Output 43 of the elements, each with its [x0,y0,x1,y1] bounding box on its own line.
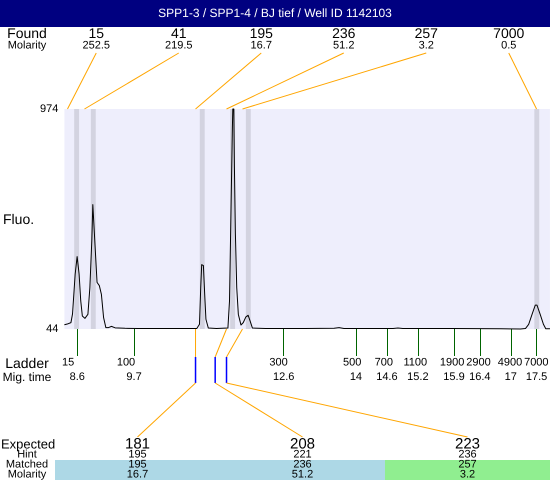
text: 1100 [404,356,428,370]
text: 300 [269,356,288,370]
text: 257 [458,458,477,470]
text: 15 [62,356,74,370]
text: 1900 [440,356,464,370]
x-tick-label: 15.2 [407,371,429,383]
y-tick-label: 44 [46,323,58,335]
band-label: 15 252.5 [82,25,110,52]
band-label: 7000 0.5 [493,25,524,52]
y-tick-label: 974 [40,103,58,115]
text: 500 [343,356,362,370]
chart-title: SPP1-3 / SPP1-4 / BJ tief / Well ID 1142103 [158,6,392,20]
text: 100 [116,356,136,370]
x-tick-label: 16.4 [469,371,490,383]
text: Found [7,25,47,41]
band-label: 257 3.2 [414,25,438,52]
band-label: 236 51.2 [332,25,356,52]
text: 51.2 [292,468,314,480]
y-axis-title: Fluo. [3,211,34,227]
text: Molarity [8,40,46,52]
x-tick-label: 9.7 [126,371,142,383]
text: Matched [6,458,48,470]
text: 195 [128,458,147,470]
text: 16.7 [126,468,148,480]
x-tick-label: 14.6 [376,371,398,383]
x-tick-label: 12.6 [272,371,294,383]
x-tick-label: 8.6 [70,371,85,383]
x-tick-label: 15.9 [443,371,465,383]
text: 7000 [524,356,549,370]
text: 2900 [466,356,491,370]
x-tick-label: 14 [350,371,362,383]
x-tick-label: 17 [504,371,517,383]
x-tick-label: 17.5 [526,371,548,383]
band-label: 41 219.5 [164,25,193,52]
text: 4900 [498,356,522,370]
text: Expected [1,436,56,452]
band-label: 195 16.7 [250,25,273,52]
x-axis-title: Ladder Mig. time [2,355,52,384]
text: 700 [374,356,393,370]
text: 236 [293,458,312,470]
text: 3.2 [460,468,476,480]
text: Molarity [8,468,46,480]
line-series [64,108,550,330]
